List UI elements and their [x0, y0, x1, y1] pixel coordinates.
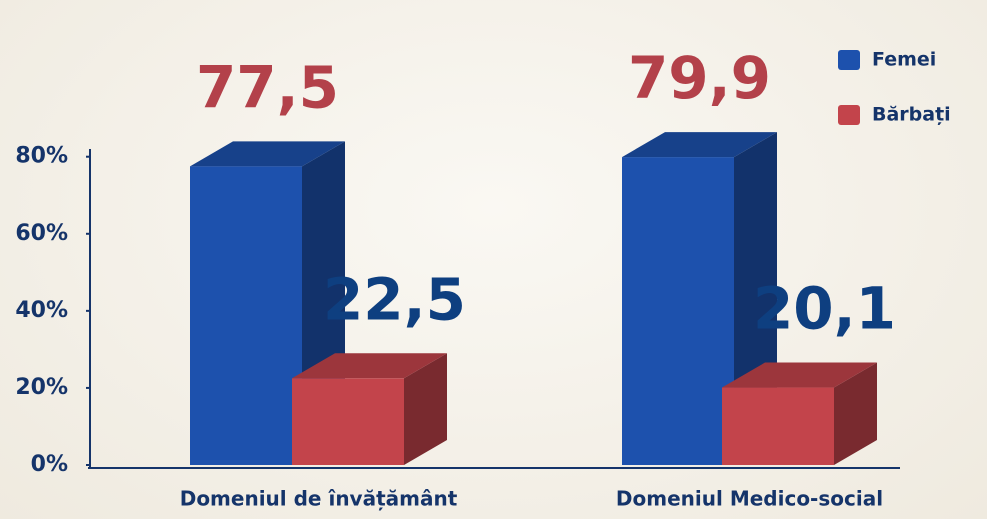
x-tick-label: Domeniul Medico-social [616, 487, 883, 511]
y-tick-label: 0% [31, 452, 68, 477]
y-tick-label: 20% [15, 375, 68, 400]
value-label: 20,1 [753, 275, 896, 343]
bar-top [292, 353, 447, 379]
bar-side [404, 353, 447, 465]
value-label: 22,5 [323, 265, 466, 333]
bar-top [190, 141, 345, 167]
legend-label: Femei [872, 49, 936, 71]
y-tick-label: 60% [15, 221, 68, 246]
bar [622, 157, 734, 465]
bar-side [834, 362, 877, 465]
y-tick-label: 40% [15, 298, 68, 323]
legend-label: Bărbați [872, 104, 951, 126]
legend-swatch [838, 105, 860, 125]
bar-top [622, 132, 777, 158]
value-label: 79,9 [628, 44, 771, 112]
bar-top [722, 362, 877, 388]
bar [722, 387, 834, 465]
x-tick-label: Domeniul de învățământ [180, 487, 458, 511]
bar [292, 378, 404, 465]
value-label: 77,5 [196, 53, 339, 121]
y-tick-label: 80% [15, 144, 68, 169]
legend-swatch [838, 50, 860, 70]
bar [190, 166, 302, 465]
